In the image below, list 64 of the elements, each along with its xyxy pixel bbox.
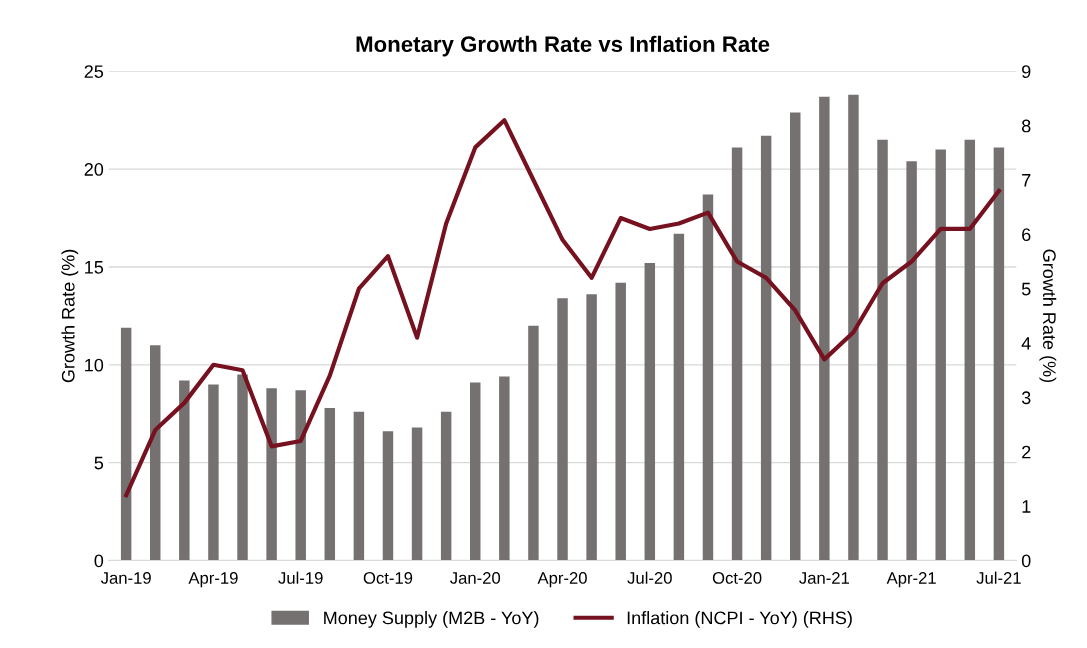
y-tick-label: 0 (94, 554, 104, 568)
bar (411, 427, 423, 561)
x-tick-label: Oct-19 (363, 572, 413, 584)
x-tick-label: Apr-20 (537, 572, 587, 588)
y2-axis-title: Growth Rate (%) (1039, 249, 1057, 383)
y-axis-title: Growth Rate (%) (61, 249, 79, 383)
y2-tick-label: 9 (1022, 65, 1031, 78)
x-tick-label: Jan-21 (799, 572, 850, 584)
y-tick-label: 25 (84, 65, 104, 78)
x-tick-label: Jul-20 (627, 571, 672, 584)
y2-tick-label: 2 (1022, 445, 1031, 459)
bar (557, 298, 568, 561)
bar (266, 388, 277, 561)
bar (848, 94, 859, 561)
bar (877, 139, 888, 561)
y2-tick-label: 3 (1021, 391, 1031, 405)
y2-tick-label: 0 (1021, 554, 1031, 568)
chart-title: Monetary Growth Rate vs Inflation Rate (356, 35, 770, 57)
bar (237, 374, 248, 561)
y2-tick-label: 7 (1022, 174, 1031, 187)
bar (499, 376, 510, 561)
y-tick-label: 15 (85, 261, 104, 274)
bar (790, 112, 801, 561)
bar (324, 407, 336, 561)
bar (382, 431, 394, 561)
bar (964, 139, 976, 561)
bar (644, 263, 656, 561)
line-series (124, 118, 1001, 498)
bar (353, 411, 365, 561)
bar (295, 390, 306, 561)
x-tick-label: Apr-21 (886, 572, 936, 588)
bar (150, 345, 161, 561)
x-tick-label: Jan-19 (100, 572, 151, 584)
bar (586, 294, 597, 561)
bar (993, 147, 1005, 561)
legend-label: Money Supply (M2B - YoY) (324, 611, 539, 628)
bar (935, 149, 946, 561)
bar (702, 194, 714, 561)
y2-tick-label: 8 (1021, 119, 1031, 133)
x-tick-label: Oct-20 (712, 572, 762, 584)
y2-tick-label: 4 (1021, 337, 1031, 350)
y2-tick-label: 5 (1021, 282, 1031, 296)
y2-tick-label: 1 (1022, 500, 1031, 513)
y2-tick-label: 6 (1022, 228, 1031, 242)
bar (440, 411, 452, 561)
bar (179, 380, 190, 561)
x-tick-label: Jan-20 (450, 572, 501, 584)
x-tick-label: Jul-21 (976, 571, 1021, 584)
bar (470, 382, 481, 561)
bar (615, 282, 626, 561)
bar (208, 384, 219, 561)
bar (120, 327, 132, 561)
bar (731, 147, 743, 561)
y-tick-label: 20 (84, 163, 104, 176)
x-tick-label: Jul-19 (278, 571, 323, 584)
bar (528, 325, 539, 561)
legend-label: Inflation (NCPI - YoY) (RHS) (627, 611, 852, 628)
y-tick-label: 10 (85, 358, 104, 372)
bar (673, 233, 685, 561)
bar (906, 161, 917, 561)
x-tick-label: Apr-19 (188, 572, 238, 588)
bar (819, 96, 830, 561)
y-tick-label: 5 (94, 456, 104, 470)
bar (760, 135, 772, 561)
